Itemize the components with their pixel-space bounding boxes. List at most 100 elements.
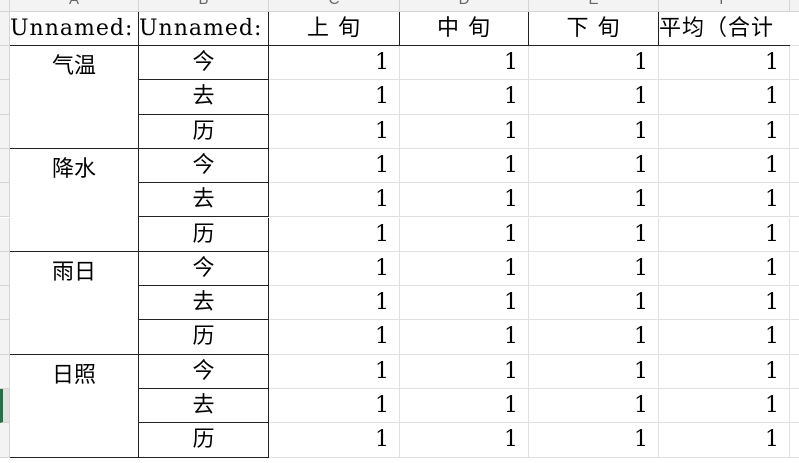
value-cell[interactable]: 1 (269, 423, 400, 458)
row-header[interactable] (0, 80, 10, 115)
row-header[interactable] (0, 114, 10, 149)
value-cell[interactable]: 1 (269, 114, 400, 149)
value-cell[interactable]: 1 (659, 148, 790, 184)
empty-cell[interactable] (790, 183, 799, 218)
select-all-corner[interactable] (0, 0, 10, 12)
row-header[interactable] (0, 354, 10, 389)
column-header-E[interactable]: E (529, 0, 659, 12)
value-cell[interactable]: 1 (529, 286, 659, 321)
value-cell[interactable]: 1 (529, 148, 659, 184)
sub-label-cell[interactable]: 今 (139, 46, 269, 81)
value-cell[interactable]: 1 (529, 251, 659, 287)
column-header-D[interactable]: D (400, 0, 529, 12)
group-label-cell[interactable]: 雨日 (10, 251, 139, 355)
header-cell[interactable]: Unnamed: 1 (139, 12, 269, 46)
value-cell[interactable]: 1 (659, 320, 790, 355)
header-cell[interactable]: 下 旬 (529, 12, 659, 46)
value-cell[interactable]: 1 (529, 183, 659, 218)
value-cell[interactable]: 1 (659, 423, 790, 458)
header-cell[interactable]: Unnamed: 0 (10, 12, 139, 46)
empty-cell[interactable] (790, 423, 799, 458)
row-header[interactable] (0, 423, 10, 458)
value-cell[interactable]: 1 (269, 183, 400, 218)
value-cell[interactable]: 1 (269, 148, 400, 184)
value-cell[interactable]: 1 (269, 251, 400, 287)
value-cell[interactable]: 1 (269, 46, 400, 81)
value-cell[interactable]: 1 (529, 46, 659, 81)
value-cell[interactable]: 1 (269, 389, 400, 424)
value-cell[interactable]: 1 (529, 354, 659, 389)
column-header-F[interactable]: F (659, 0, 790, 12)
sub-label-cell[interactable]: 去 (139, 80, 269, 115)
empty-cell[interactable] (790, 149, 799, 184)
value-cell[interactable]: 1 (659, 217, 790, 252)
header-cell[interactable]: 上 旬 (269, 12, 400, 46)
row-header[interactable] (0, 46, 10, 81)
empty-cell[interactable] (790, 12, 799, 46)
row-header[interactable] (0, 183, 10, 218)
sub-label-cell[interactable]: 去 (139, 286, 269, 321)
value-cell[interactable]: 1 (659, 251, 790, 287)
column-header-C[interactable]: C (269, 0, 400, 12)
empty-cell[interactable] (790, 46, 799, 81)
sub-label-cell[interactable]: 今 (139, 354, 269, 389)
sub-label-cell[interactable]: 今 (139, 148, 269, 184)
row-header[interactable] (0, 12, 10, 46)
group-label-cell[interactable]: 气温 (10, 46, 139, 149)
value-cell[interactable]: 1 (400, 80, 529, 115)
sub-label-cell[interactable]: 历 (139, 423, 269, 458)
header-cell[interactable]: 平均（合计 (659, 12, 790, 46)
empty-cell[interactable] (790, 115, 799, 149)
value-cell[interactable]: 1 (400, 217, 529, 252)
value-cell[interactable]: 1 (400, 46, 529, 81)
sub-label-cell[interactable]: 历 (139, 320, 269, 355)
value-cell[interactable]: 1 (400, 251, 529, 287)
empty-cell[interactable] (790, 218, 799, 252)
header-cell[interactable]: 中 旬 (400, 12, 529, 46)
value-cell[interactable]: 1 (269, 286, 400, 321)
row-header[interactable] (0, 148, 10, 184)
group-label-cell[interactable]: 日照 (10, 354, 139, 458)
column-header-A[interactable]: A (10, 0, 139, 12)
row-header[interactable] (0, 389, 10, 424)
row-header[interactable] (0, 217, 10, 252)
value-cell[interactable]: 1 (529, 80, 659, 115)
sub-label-cell[interactable]: 去 (139, 389, 269, 424)
value-cell[interactable]: 1 (659, 114, 790, 149)
empty-cell[interactable] (790, 389, 799, 424)
sub-label-cell[interactable]: 去 (139, 183, 269, 218)
row-header[interactable] (0, 251, 10, 287)
value-cell[interactable]: 1 (400, 286, 529, 321)
value-cell[interactable]: 1 (400, 423, 529, 458)
value-cell[interactable]: 1 (400, 320, 529, 355)
empty-cell[interactable] (790, 320, 799, 355)
group-label-cell[interactable]: 降水 (10, 148, 139, 252)
value-cell[interactable]: 1 (659, 354, 790, 389)
value-cell[interactable]: 1 (400, 183, 529, 218)
row-header[interactable] (0, 286, 10, 321)
column-header-extra[interactable] (790, 0, 799, 12)
empty-cell[interactable] (790, 286, 799, 321)
value-cell[interactable]: 1 (529, 389, 659, 424)
value-cell[interactable]: 1 (529, 114, 659, 149)
empty-cell[interactable] (790, 80, 799, 115)
sub-label-cell[interactable]: 历 (139, 114, 269, 149)
empty-cell[interactable] (790, 355, 799, 389)
value-cell[interactable]: 1 (269, 320, 400, 355)
empty-cell[interactable] (790, 252, 799, 287)
value-cell[interactable]: 1 (529, 217, 659, 252)
sub-label-cell[interactable]: 历 (139, 217, 269, 252)
value-cell[interactable]: 1 (659, 389, 790, 424)
sub-label-cell[interactable]: 今 (139, 251, 269, 287)
value-cell[interactable]: 1 (659, 183, 790, 218)
value-cell[interactable]: 1 (269, 80, 400, 115)
value-cell[interactable]: 1 (659, 80, 790, 115)
column-header-B[interactable]: B (139, 0, 269, 12)
value-cell[interactable]: 1 (400, 354, 529, 389)
row-header[interactable] (0, 320, 10, 355)
value-cell[interactable]: 1 (269, 354, 400, 389)
value-cell[interactable]: 1 (400, 148, 529, 184)
value-cell[interactable]: 1 (659, 286, 790, 321)
value-cell[interactable]: 1 (400, 389, 529, 424)
value-cell[interactable]: 1 (529, 320, 659, 355)
